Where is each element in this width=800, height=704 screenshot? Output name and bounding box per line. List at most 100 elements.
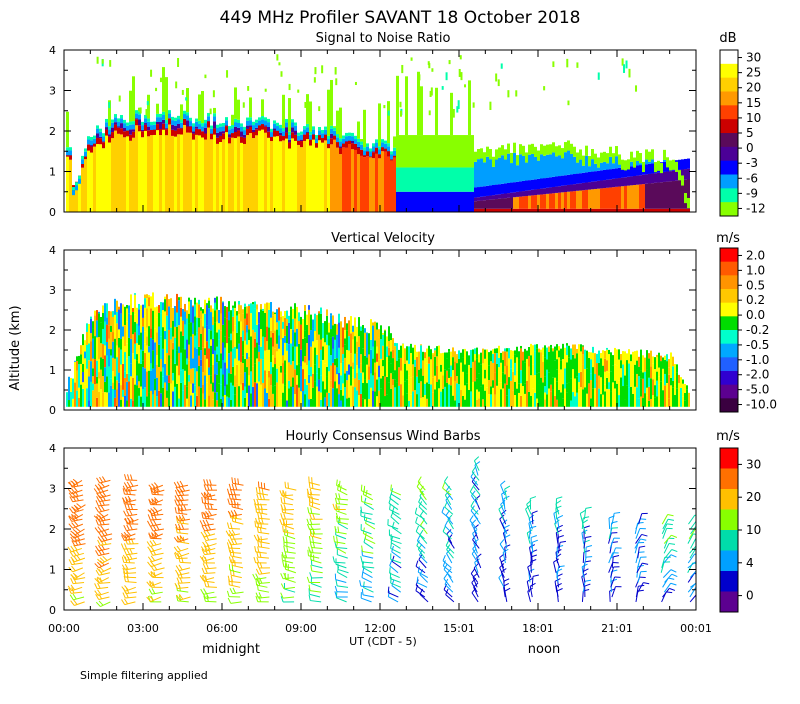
colorbar-swatch [720,78,738,92]
velocity-cell [316,325,318,340]
velocity-cell [486,387,488,407]
velocity-cell [114,376,116,390]
snr-cell [528,190,531,195]
velocity-cell [80,354,82,364]
velocity-cell [128,373,130,381]
snr-cell [304,102,306,108]
velocity-cell [232,348,234,367]
velocity-cell [182,336,184,349]
velocity-cell [326,335,328,345]
velocity-cell [602,350,604,365]
snr-cell [168,113,171,118]
snr-cell [315,148,318,212]
colorbar-swatch [720,275,738,289]
velocity-cell [642,398,644,407]
snr-cell [276,130,279,136]
velocity-cell [462,349,464,357]
snr-cell [360,150,363,156]
velocity-cell [420,398,422,407]
velocity-cell [488,366,490,380]
velocity-cell [688,393,690,407]
velocity-cell [344,373,346,387]
velocity-cell [600,353,602,358]
velocity-cell [100,370,102,390]
velocity-cell [492,380,494,388]
colorbar-swatch [720,592,738,613]
snr-cell [486,196,489,200]
velocity-cell [182,390,184,406]
velocity-cell [370,319,372,340]
snr-cell [174,121,177,126]
velocity-cell [106,392,108,406]
snr-cell [246,129,249,135]
snr-cell [336,142,339,148]
velocity-cell [268,350,270,371]
snr-cell [306,94,309,124]
velocity-cell [530,355,532,375]
velocity-cell [424,395,426,407]
velocity-cell [576,393,578,407]
velocity-cell [216,310,218,322]
velocity-cell [382,346,384,360]
snr-cell [153,135,156,212]
velocity-cell [278,349,280,366]
snr-cell [552,152,555,176]
wind-barb [175,551,189,557]
velocity-cell [404,364,406,381]
snr-cell [477,197,480,201]
snr-cell [132,132,135,138]
snr-cell [273,129,276,131]
velocity-cell [322,338,324,346]
snr-cell [546,155,549,178]
velocity-cell [480,353,482,365]
velocity-cell [634,365,636,387]
velocity-cell [626,386,628,407]
snr-cell [603,170,606,180]
velocity-cell [456,354,458,356]
snr-cell [660,163,663,173]
snr-cell [678,160,681,170]
velocity-cell [444,387,446,407]
velocity-cell [90,333,92,341]
snr-cell [261,116,264,119]
velocity-cell [192,334,194,358]
velocity-cell [468,390,470,407]
velocity-cell [340,363,342,375]
snr-cell [498,79,500,86]
snr-cell [303,141,306,212]
snr-cell [417,167,420,191]
velocity-cell [168,306,170,330]
velocity-cell [536,374,538,399]
velocity-cell [336,335,338,358]
velocity-cell [386,336,388,346]
velocity-cell [630,354,632,361]
velocity-cell [112,317,114,332]
snr-cell [507,90,509,97]
velocity-cell [352,386,354,407]
velocity-cell [254,382,256,407]
velocity-cell [524,394,526,407]
velocity-cell [196,349,198,372]
velocity-cell [134,322,136,332]
snr-cell [140,107,142,113]
velocity-cell [324,389,326,397]
snr-cell [639,153,642,163]
velocity-cell [112,389,114,407]
velocity-cell [148,297,150,306]
velocity-cell [156,307,158,318]
velocity-cell [124,378,126,396]
snr-cell [102,136,105,141]
snr-cell [399,167,402,191]
velocity-cell [262,360,264,383]
velocity-cell [374,322,376,341]
colorbar-label: 30 [746,457,761,471]
velocity-cell [372,391,374,407]
velocity-cell [638,367,640,377]
snr-cell [495,199,498,209]
snr-cell [201,123,204,126]
snr-cell [300,140,303,141]
velocity-cell [310,367,312,376]
snr-cell [288,98,291,132]
velocity-cell [296,347,298,366]
snr-cell [276,136,279,212]
